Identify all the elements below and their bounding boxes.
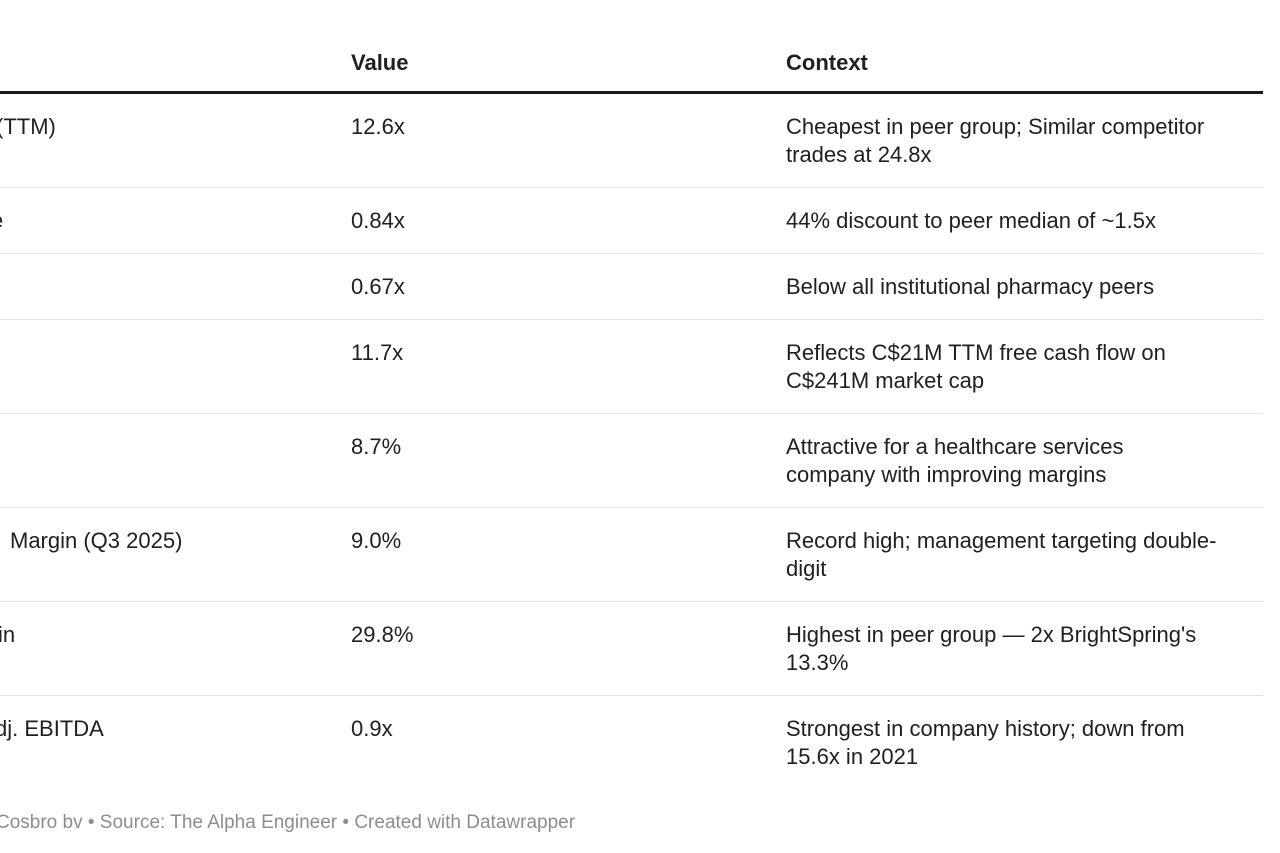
table-row: 11.7x Reflects C$21M TTM free cash flow … <box>0 319 1263 414</box>
metric-cell: in <box>0 601 351 696</box>
value-cell: 12.6x <box>351 92 786 188</box>
context-text: Record high; management targeting double… <box>786 528 1217 553</box>
table-row: e 0.84x 44% discount to peer median of ~… <box>0 187 1263 254</box>
column-header-metric <box>0 0 351 94</box>
context-text: 15.6x in 2021 <box>786 744 919 769</box>
table-row: 0.67x Below all institutional pharmacy p… <box>0 253 1263 320</box>
context-text: 13.3% <box>786 650 849 675</box>
context-text: Below all institutional pharmacy peers <box>786 274 1155 299</box>
metric-cell: dj. EBITDA <box>0 696 351 790</box>
value-cell: 8.7% <box>351 413 786 508</box>
context-text: Strongest in company history; down from <box>786 716 1185 741</box>
metric-cell: e <box>0 187 351 254</box>
attribution-footer: Cosbro bv • Source: The Alpha Engineer •… <box>0 812 576 833</box>
value-cell: 0.9x <box>351 716 393 741</box>
value-cell: 0.84x <box>351 187 786 254</box>
context-cell: Record high; management targeting double… <box>786 507 1263 602</box>
context-cell: Reflects C$21M TTM free cash flow on C$2… <box>786 319 1263 414</box>
context-text: C$241M market cap <box>786 368 985 393</box>
metric-cell <box>0 319 351 414</box>
context-text: company with improving margins <box>786 462 1107 487</box>
metric-cell: Margin (Q3 2025) <box>0 507 351 602</box>
context-text: Reflects C$21M TTM free cash flow on <box>786 340 1166 365</box>
context-cell: Below all institutional pharmacy peers <box>786 253 1263 320</box>
context-cell: Strongest in company history; down from … <box>786 696 1263 790</box>
context-cell: Attractive for a healthcare services com… <box>786 413 1263 508</box>
table-row: in 29.8% Highest in peer group — 2x Brig… <box>0 601 1263 696</box>
value-cell: 9.0% <box>351 507 786 602</box>
value-cell: 11.7x <box>351 319 786 414</box>
value-cell: 0.67x <box>351 253 786 320</box>
table-row: (TTM) 12.6x Cheapest in peer group; Simi… <box>0 92 1263 188</box>
context-cell: Cheapest in peer group; Similar competit… <box>786 92 1263 188</box>
context-text: digit <box>786 556 827 581</box>
value-cell: 29.8% <box>351 601 786 696</box>
column-header-context: Context <box>786 0 1263 94</box>
table-row: 8.7% Attractive for a healthcare service… <box>0 413 1263 508</box>
metric-cell: (TTM) <box>0 92 351 188</box>
context-text: Cheapest in peer group; Similar competit… <box>786 114 1205 139</box>
metric-label-fragment: (TTM) <box>0 114 56 139</box>
column-header-value: Value <box>351 0 786 94</box>
header-row: Value Context <box>0 0 1263 94</box>
context-cell: 44% discount to peer median of ~1.5x <box>786 187 1263 254</box>
table-row: dj. EBITDA 0.9x Strongest in company his… <box>0 696 1263 790</box>
metric-cell <box>0 413 351 508</box>
metric-label-fragment: Margin (Q3 2025) <box>10 528 183 553</box>
metric-label-fragment: e <box>0 207 347 235</box>
metric-label-fragment: in <box>0 622 16 647</box>
metrics-table: Value Context (TTM) 12.6x Cheapest in pe… <box>0 0 1263 790</box>
context-text: Highest in peer group — 2x BrightSpring'… <box>786 622 1197 647</box>
context-text: Attractive for a healthcare services <box>786 434 1124 459</box>
metric-cell <box>0 253 351 320</box>
metric-label-fragment: dj. EBITDA <box>0 716 104 741</box>
context-cell: Highest in peer group — 2x BrightSpring'… <box>786 601 1263 696</box>
table-row: Margin (Q3 2025) 9.0% Record high; manag… <box>0 507 1263 602</box>
context-text: trades at 24.8x <box>786 142 932 167</box>
context-text: 44% discount to peer median of ~1.5x <box>786 208 1156 233</box>
